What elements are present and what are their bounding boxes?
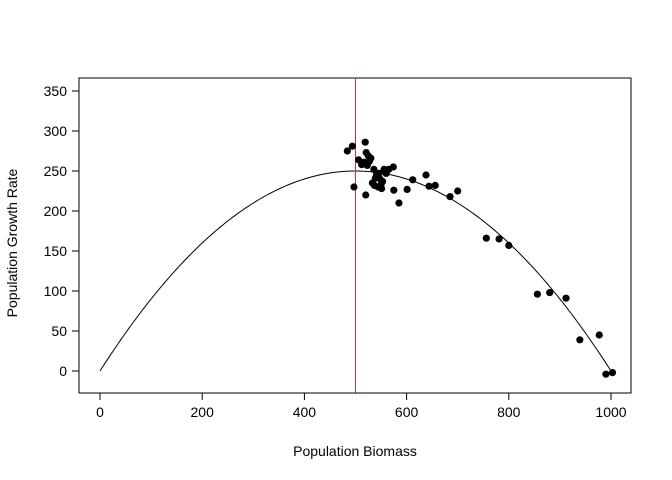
data-point xyxy=(446,193,454,201)
data-point xyxy=(425,182,433,190)
data-point xyxy=(595,331,603,339)
x-axis-label: Population Biomass xyxy=(293,443,417,459)
data-point xyxy=(378,177,387,185)
x-tick-label: 1000 xyxy=(595,404,626,420)
y-tick-label: 350 xyxy=(44,83,68,99)
data-point xyxy=(482,234,490,242)
data-point xyxy=(546,289,554,297)
data-point xyxy=(350,183,358,191)
data-point xyxy=(602,370,610,378)
data-point xyxy=(431,181,439,189)
data-point xyxy=(362,191,370,199)
data-point xyxy=(395,199,403,207)
data-point xyxy=(370,165,378,173)
x-tick-label: 400 xyxy=(293,404,317,420)
x-tick-label: 0 xyxy=(96,404,104,420)
y-tick-label: 150 xyxy=(44,243,68,259)
data-point xyxy=(403,185,411,193)
data-point xyxy=(389,163,397,171)
data-point xyxy=(576,336,584,344)
scatter-points-layer xyxy=(343,138,617,378)
data-point xyxy=(343,147,351,155)
x-tick-label: 200 xyxy=(191,404,215,420)
y-tick-label: 50 xyxy=(51,323,67,339)
data-point xyxy=(495,235,503,243)
y-tick-label: 200 xyxy=(44,203,68,219)
y-axis-label: Population Growth Rate xyxy=(4,168,20,317)
y-tick-label: 250 xyxy=(44,163,68,179)
data-point xyxy=(533,290,542,298)
data-point xyxy=(505,241,513,249)
data-point xyxy=(422,171,430,179)
y-axis: 0 50 100 150 200 250 300 350 xyxy=(44,83,80,379)
data-point xyxy=(377,185,386,193)
x-tick-label: 600 xyxy=(395,404,419,420)
data-point xyxy=(375,169,383,177)
data-point xyxy=(390,186,398,194)
data-point xyxy=(454,187,462,195)
data-point xyxy=(361,138,369,146)
data-point xyxy=(409,176,417,184)
y-tick-label: 0 xyxy=(59,363,67,379)
y-tick-label: 100 xyxy=(44,283,68,299)
y-tick-label: 300 xyxy=(44,123,68,139)
x-axis: 0 200 400 600 800 1000 xyxy=(96,392,627,420)
x-tick-label: 800 xyxy=(497,404,521,420)
data-point xyxy=(562,294,570,302)
data-point xyxy=(367,154,375,162)
data-point xyxy=(608,369,617,377)
data-point xyxy=(348,142,357,150)
